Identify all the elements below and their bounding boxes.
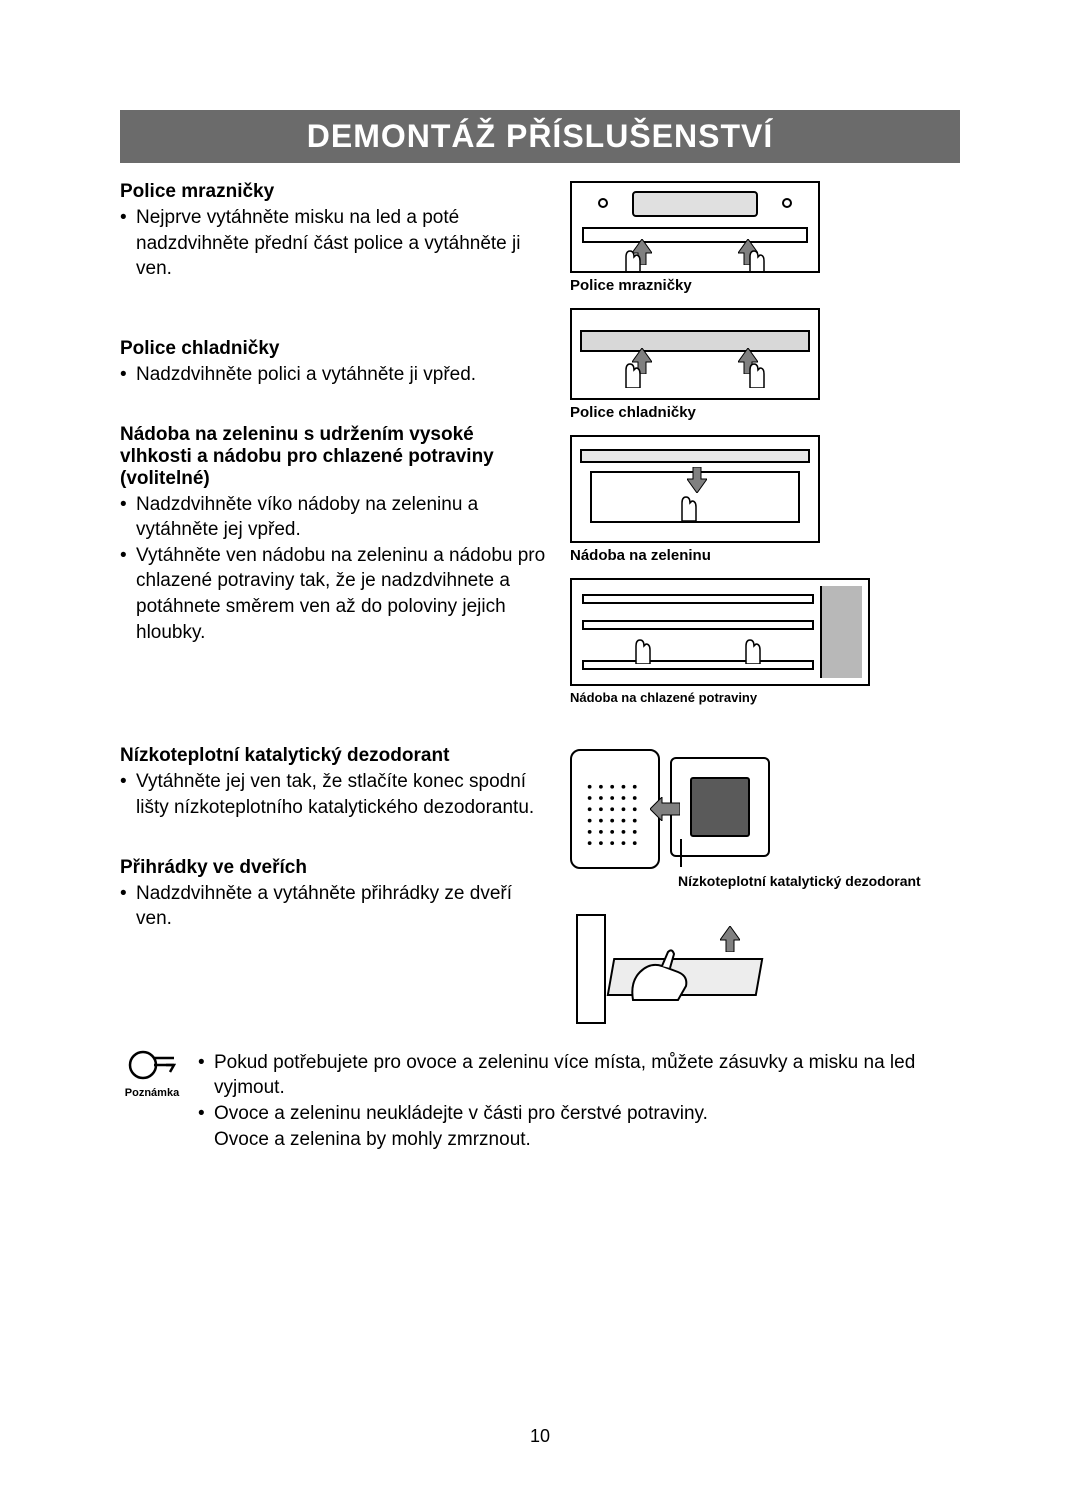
figure-freezer-shelf: Police mrazničky: [570, 181, 820, 302]
hand-icon: [746, 245, 768, 273]
body-deodorizer: Vytáhněte jej ven tak, že stlačíte konec…: [136, 769, 550, 820]
section-fridge-shelf: Police chladničky • Nadzdvihněte polici …: [120, 338, 550, 388]
bullet: •: [120, 543, 136, 569]
note-block: Poznámka • Pokud potřebujete pro ovoce a…: [120, 1050, 960, 1153]
section-door-bins: Přihrádky ve dveřích • Nadzdvihněte a vy…: [120, 857, 550, 932]
label-veg-box: Nádoba na zeleninu: [570, 547, 820, 564]
hand-icon: [678, 491, 700, 521]
figure-door-bin: [570, 914, 810, 1024]
bullet: •: [120, 362, 136, 388]
figure-deodorizer: Nízkoteplotní katalytický dezodorant: [570, 739, 921, 890]
label-freezer-shelf: Police mrazničky: [570, 277, 820, 294]
note-bullet-1: Pokud potřebujete pro ovoce a zeleninu v…: [214, 1050, 960, 1101]
hand-icon: [632, 634, 654, 664]
note-icon: [128, 1050, 176, 1080]
bullet: •: [120, 769, 136, 795]
bullet: •: [120, 881, 136, 907]
heading-veg-box: Nádoba na zeleninu s udržením vysoké vlh…: [120, 424, 550, 490]
hand-icon: [628, 942, 698, 1002]
note-bullet-2: Ovoce a zeleninu neukládejte v části pro…: [214, 1103, 708, 1124]
body-freezer-shelf: Nejprve vytáhněte misku na led a poté na…: [136, 205, 550, 282]
hand-icon: [622, 245, 644, 273]
bullet: •: [120, 492, 136, 518]
filter-grid-icon: [584, 781, 646, 847]
bullet: •: [120, 205, 136, 231]
figure-chilled-box: Nádoba na chlazené potraviny: [570, 578, 870, 713]
arrow-left-icon: [650, 797, 680, 821]
hand-icon: [622, 358, 644, 388]
note-bullet-3: Ovoce a zelenina by mohly zmrznout.: [214, 1129, 531, 1150]
note-label: Poznámka: [120, 1087, 184, 1099]
section-deodorizer: Nízkoteplotní katalytický dezodorant • V…: [120, 745, 550, 820]
body-veg-box-1: Nadzdvihněte víko nádoby na zeleninu a v…: [136, 492, 550, 543]
bullet: •: [198, 1050, 214, 1076]
figure-column: Police mrazničky: [570, 181, 960, 1024]
hand-icon: [746, 358, 768, 388]
heading-door-bins: Přihrádky ve dveřích: [120, 857, 550, 879]
page-title: DEMONTÁŽ PŘÍSLUŠENSTVÍ: [120, 110, 960, 163]
section-veg-box: Nádoba na zeleninu s udržením vysoké vlh…: [120, 424, 550, 646]
hand-icon: [742, 634, 764, 664]
page-number: 10: [0, 1426, 1080, 1447]
heading-deodorizer: Nízkoteplotní katalytický dezodorant: [120, 745, 550, 767]
figure-veg-box: Nádoba na zeleninu: [570, 435, 820, 572]
label-fridge-shelf: Police chladničky: [570, 404, 820, 421]
body-fridge-shelf: Nadzdvihněte polici a vytáhněte ji vpřed…: [136, 362, 476, 388]
label-chilled-box: Nádoba na chlazené potraviny: [570, 690, 870, 705]
arrow-up-icon: [720, 926, 740, 952]
heading-fridge-shelf: Police chladničky: [120, 338, 550, 360]
figure-fridge-shelf: Police chladničky: [570, 308, 820, 429]
body-veg-box-2: Vytáhněte ven nádobu na zeleninu a nádob…: [136, 543, 550, 646]
arrow-down-icon: [687, 467, 707, 493]
bullet: •: [198, 1101, 214, 1127]
text-column: Police mrazničky • Nejprve vytáhněte mis…: [120, 181, 550, 1024]
section-freezer-shelf: Police mrazničky • Nejprve vytáhněte mis…: [120, 181, 550, 282]
body-door-bins: Nadzdvihněte a vytáhněte přihrádky ze dv…: [136, 881, 550, 932]
heading-freezer-shelf: Police mrazničky: [120, 181, 550, 203]
